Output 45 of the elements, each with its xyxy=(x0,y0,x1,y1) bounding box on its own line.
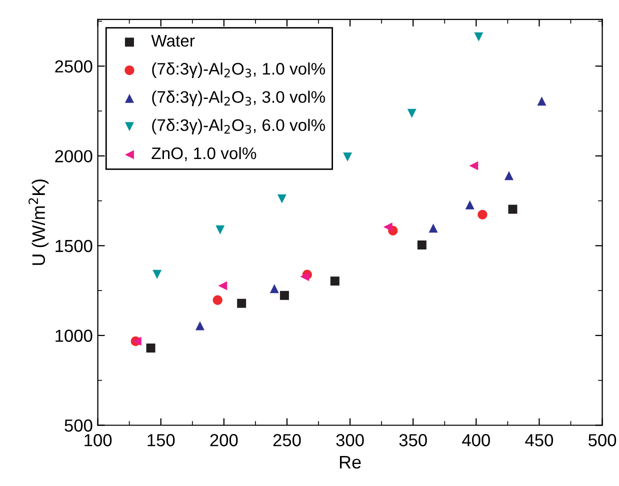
point xyxy=(330,276,340,286)
x-tick-label: 450 xyxy=(525,434,554,446)
point xyxy=(417,240,426,250)
x-tick-label: 200 xyxy=(210,434,238,446)
point xyxy=(465,200,474,210)
x-tick-label: 350 xyxy=(399,434,427,446)
point xyxy=(270,284,279,294)
point xyxy=(218,281,228,290)
x-tick-label: 100 xyxy=(84,434,112,446)
y-tick-label: 1000 xyxy=(56,330,92,342)
x-tick-label: 150 xyxy=(148,434,175,446)
x-axis-title: Re xyxy=(340,456,361,469)
point xyxy=(508,204,518,214)
point xyxy=(277,194,286,204)
point xyxy=(237,298,246,308)
x-tick-label: 250 xyxy=(273,434,301,446)
point xyxy=(428,224,438,233)
y-tick-label: 1500 xyxy=(56,240,92,252)
legend-label: (7δ:3γ)-Al$_{2}$O$_{3}$, 3.0 vol% xyxy=(152,90,326,106)
x-tick-label: 400 xyxy=(462,434,490,446)
x-tick-label: 500 xyxy=(588,434,616,446)
point xyxy=(343,152,352,162)
legend-label: ZnO, 1.0 vol% xyxy=(152,146,256,162)
y-tick-label: 500 xyxy=(64,419,92,432)
y-tick-label: 2000 xyxy=(55,150,92,162)
point xyxy=(504,171,514,180)
point xyxy=(280,290,289,300)
point xyxy=(474,32,484,42)
point xyxy=(195,321,204,330)
legend-label: Water xyxy=(151,35,195,47)
point xyxy=(300,272,310,282)
legend-label: (7δ:3γ)-Al$_{2}$O$_{3}$, 1.0 vol% xyxy=(152,62,326,78)
point xyxy=(152,270,162,279)
point xyxy=(383,222,392,232)
point xyxy=(212,295,222,305)
x-tick-label: 300 xyxy=(336,434,364,446)
point xyxy=(216,225,225,234)
point xyxy=(146,344,156,353)
point xyxy=(537,96,546,106)
y-tick-label: 2500 xyxy=(55,60,92,73)
legend-label: (7δ:3γ)-Al$_{2}$O$_{3}$, 6.0 vol% xyxy=(152,118,326,134)
point xyxy=(478,210,488,220)
point xyxy=(407,108,416,118)
y-axis-title: U (W/m$^{2}$K) xyxy=(28,180,49,265)
point xyxy=(469,161,478,170)
